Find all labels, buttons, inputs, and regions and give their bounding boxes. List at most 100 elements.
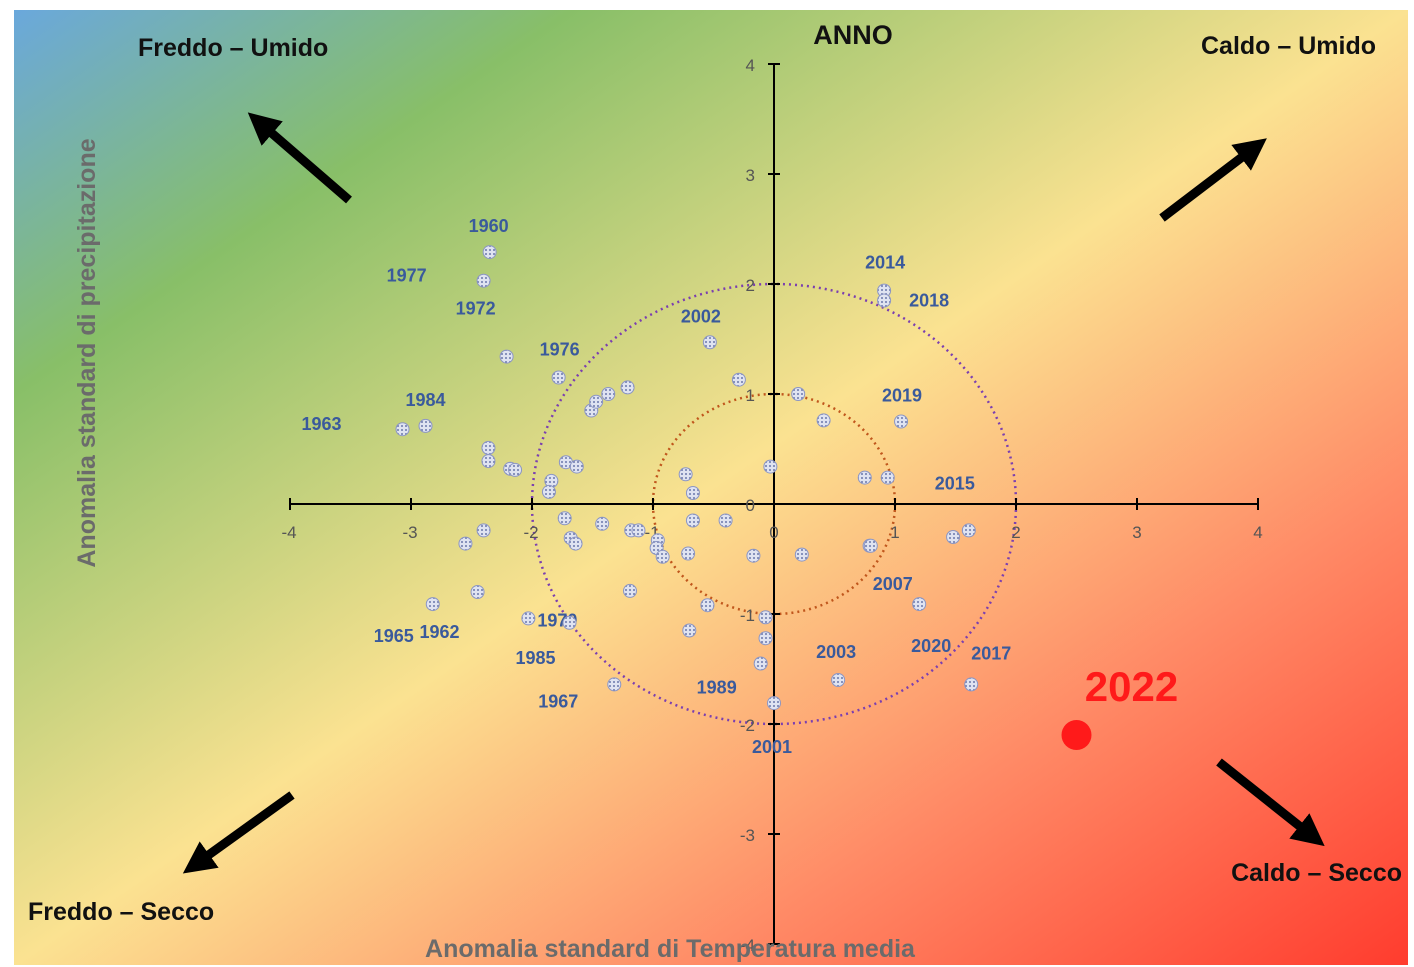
data-point — [961, 523, 976, 538]
data-point — [682, 623, 697, 638]
point-label-2015: 2015 — [935, 473, 975, 493]
data-point — [831, 673, 846, 687]
data-point — [857, 470, 872, 485]
point-label-1967: 1967 — [538, 691, 578, 711]
chart-title: ANNO — [813, 20, 893, 50]
data-point — [620, 380, 635, 395]
data-point — [791, 387, 806, 401]
x-tick-label: -2 — [523, 523, 538, 542]
point-label-1989: 1989 — [697, 678, 737, 698]
data-point — [562, 615, 577, 630]
point-label-1977: 1977 — [387, 266, 427, 286]
point-label-1972: 1972 — [456, 299, 496, 319]
arrow-cold-dry-icon — [182, 791, 295, 874]
data-point — [418, 418, 433, 433]
x-tick-label: 3 — [1132, 523, 1141, 542]
data-point — [476, 523, 491, 538]
data-point — [601, 387, 616, 401]
quadrant-label-cold-wet: Freddo – Umido — [138, 34, 328, 62]
point-label-2020: 2020 — [911, 636, 951, 656]
data-points: 1960197719721976196319842002201920142018… — [302, 216, 1179, 757]
point-label-1963: 1963 — [302, 414, 342, 434]
data-point — [623, 583, 638, 598]
data-point — [685, 486, 700, 500]
quadrant-label-cold-dry: Freddo – Secco — [28, 898, 214, 926]
x-tick-label: 1 — [890, 523, 899, 542]
point-label-1962: 1962 — [420, 622, 460, 642]
quadrant-label-hot-wet: Caldo – Umido — [1201, 32, 1376, 60]
data-point — [425, 597, 440, 612]
data-point — [557, 511, 572, 526]
x-tick-label: 4 — [1253, 523, 1262, 542]
point-label-2003: 2003 — [816, 642, 856, 662]
data-point — [702, 335, 717, 350]
data-point — [655, 549, 670, 564]
y-tick-label: -3 — [740, 826, 755, 845]
data-point — [816, 413, 831, 428]
data-point — [753, 656, 768, 671]
point-label-1985: 1985 — [515, 648, 555, 668]
data-point — [758, 631, 773, 646]
y-tick-label: -2 — [740, 716, 755, 735]
point-label-2018: 2018 — [909, 291, 949, 311]
highlight-point-2022 — [1061, 720, 1092, 750]
x-tick-label: -4 — [281, 523, 296, 542]
data-point — [476, 273, 491, 288]
data-point — [758, 610, 773, 625]
point-label-2001: 2001 — [752, 737, 792, 757]
point-label-2019: 2019 — [882, 386, 922, 406]
y-tick-label: 4 — [746, 56, 755, 75]
data-point — [678, 467, 693, 482]
point-label-1976: 1976 — [540, 340, 580, 360]
point-label-1984: 1984 — [405, 390, 445, 410]
quadrant-label-hot-dry: Caldo – Secco — [1231, 859, 1402, 887]
y-tick-label: 1 — [746, 386, 755, 405]
data-point — [458, 536, 473, 551]
data-point — [767, 696, 781, 711]
y-axis-label: Anomalia standard di precipitazione — [73, 138, 101, 567]
data-point — [607, 677, 622, 692]
point-label-2014: 2014 — [865, 253, 905, 273]
data-point — [964, 677, 979, 692]
data-point — [481, 454, 496, 469]
data-point — [395, 422, 410, 437]
highlight-point-label: 2022 — [1085, 663, 1178, 710]
arrow-cold-wet-icon — [247, 112, 352, 204]
data-point — [631, 523, 646, 538]
data-point — [731, 372, 746, 387]
data-point — [880, 470, 895, 485]
data-point — [569, 459, 584, 474]
data-point — [541, 484, 556, 499]
data-point — [508, 462, 523, 477]
x-tick-label: 2 — [1011, 523, 1020, 542]
y-tick-label: 0 — [746, 496, 755, 515]
point-label-2007: 2007 — [873, 574, 913, 594]
data-point — [877, 293, 892, 308]
data-point — [551, 370, 566, 385]
data-point — [763, 459, 778, 474]
point-label-2017: 2017 — [971, 643, 1011, 663]
data-point — [912, 597, 927, 612]
y-tick-label: 3 — [746, 166, 755, 185]
data-point — [470, 585, 485, 599]
data-point — [595, 516, 610, 531]
point-label-1960: 1960 — [469, 216, 509, 236]
x-axis-label: Anomalia standard di Temperatura media — [425, 935, 916, 963]
data-point — [568, 536, 583, 551]
data-point — [685, 513, 700, 528]
data-point — [499, 349, 514, 364]
data-point — [482, 245, 497, 260]
data-point — [700, 598, 715, 613]
data-point — [746, 548, 761, 563]
y-tick-label: -4 — [740, 936, 755, 955]
data-point — [589, 394, 604, 409]
point-label-1965: 1965 — [374, 626, 414, 646]
data-point — [718, 513, 733, 528]
x-tick-label: -3 — [402, 523, 417, 542]
y-tick-label: -1 — [740, 606, 755, 625]
y-tick-label: 2 — [746, 276, 755, 295]
arrow-hot-wet-icon — [1159, 138, 1267, 222]
chart-background — [14, 10, 1408, 965]
data-point — [521, 611, 536, 626]
